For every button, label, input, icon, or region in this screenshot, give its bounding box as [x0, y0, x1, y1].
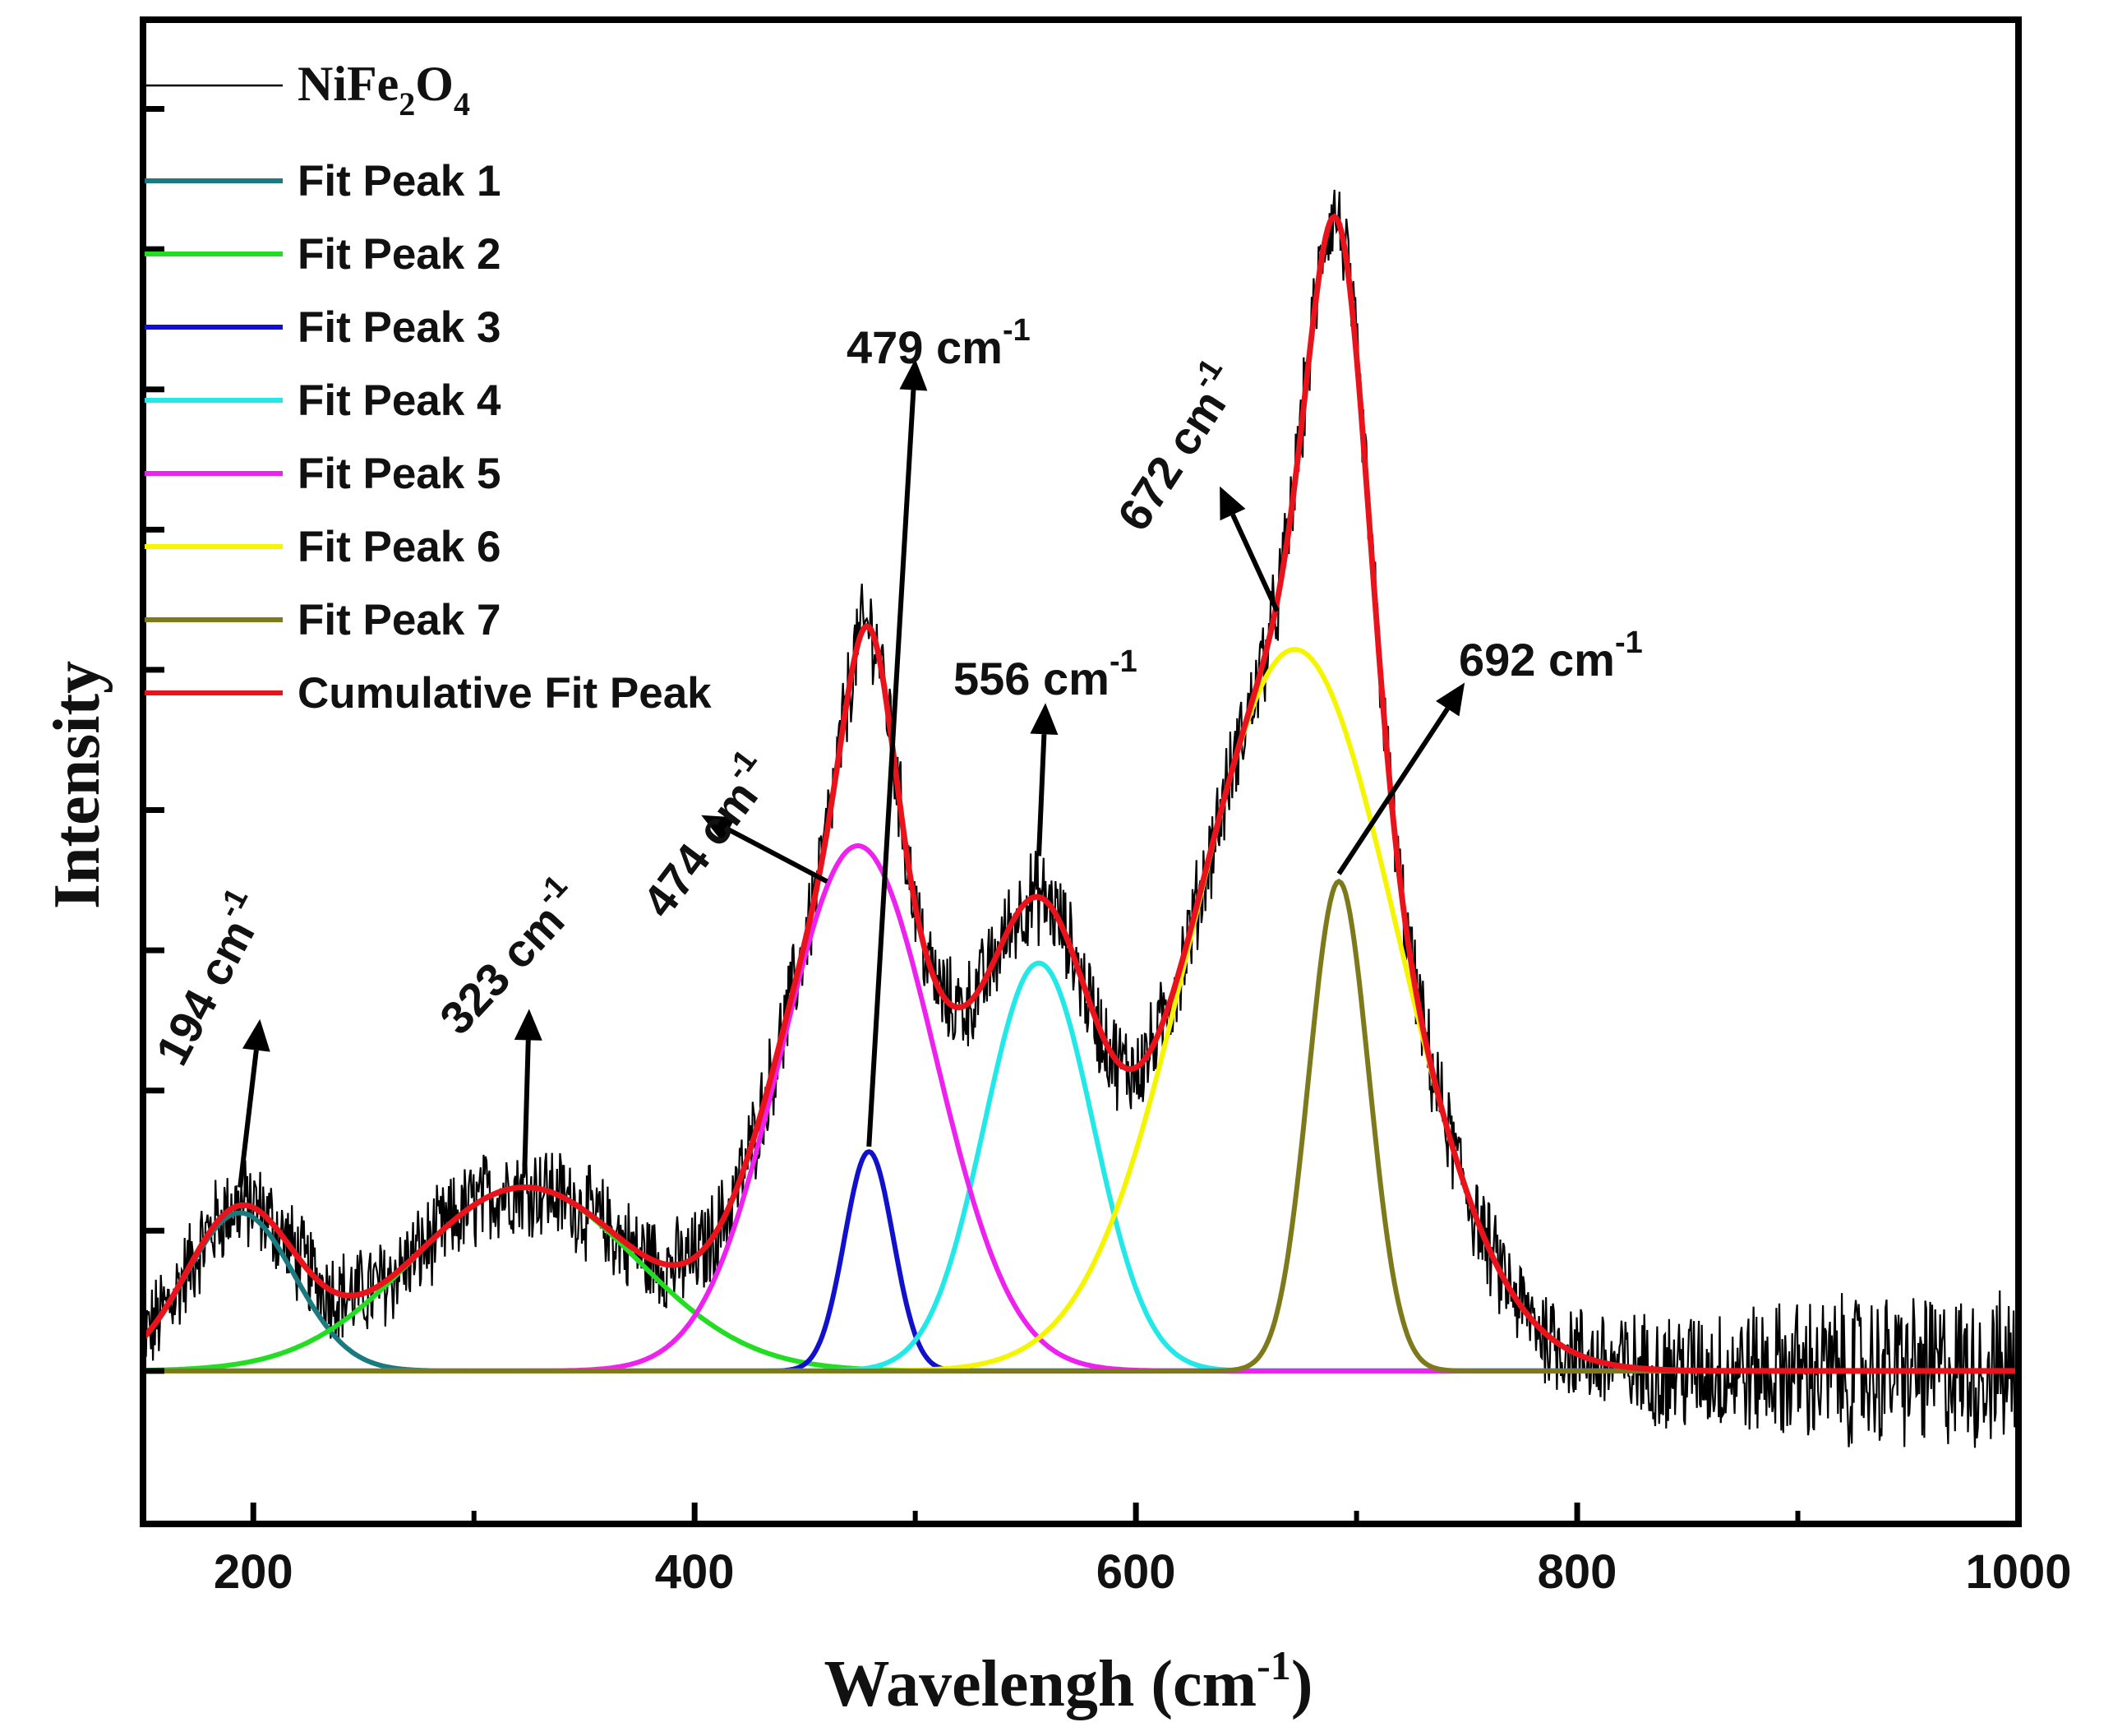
annotation-arrow-line	[1036, 734, 1047, 856]
annotation-arrow-line	[866, 390, 916, 1147]
x-axis-title-main: Wavelengh (cm	[824, 1648, 1257, 1720]
legend-raw-mid: O	[415, 57, 454, 111]
legend-label-4: Fit Peak 4	[298, 376, 501, 425]
plot-frame	[140, 16, 2022, 1527]
annotation-arrow-line	[1230, 513, 1280, 612]
annotation-label-main: 556 cm	[953, 653, 1110, 704]
annotation-479: 479 cm-1	[847, 313, 1031, 1147]
legend-label-6: Fit Peak 6	[298, 523, 501, 571]
annotation-arrow-head	[1220, 486, 1246, 521]
y-axis-title: Intensity	[41, 661, 113, 909]
x-tick-label: 1000	[1965, 1545, 2071, 1599]
annotation-692: 692 cm-1	[1336, 626, 1643, 875]
annotation-arrow-line	[1336, 707, 1450, 875]
legend-label-5: Fit Peak 5	[298, 450, 501, 498]
x-tick-label: 200	[214, 1545, 293, 1599]
annotation-arrow-line	[522, 1040, 531, 1167]
annotation-label-sup: -1	[1615, 626, 1643, 660]
annotation-arrow-head	[1436, 682, 1465, 717]
legend-label-8: Cumulative Fit Peak	[298, 669, 712, 718]
annotation-label-main: 692 cm	[1459, 634, 1615, 686]
annotation-arrow-head	[242, 1018, 270, 1052]
raw-spectrum-line	[141, 189, 2018, 1448]
annotation-arrow-head	[1030, 703, 1059, 735]
legend: NiFe2O4 Fit Peak 1 Fit Peak 2 Fit Peak 3 Fit…	[145, 57, 712, 718]
x-tick-label: 800	[1538, 1545, 1617, 1599]
legend-label-2: Fit Peak 2	[298, 230, 501, 279]
x-axis-title-sup: -1	[1257, 1642, 1291, 1688]
annotation-label: 479 cm-1	[847, 313, 1031, 373]
axis-ticks: 200 400 600 800 1000	[143, 106, 2072, 1599]
annotation-arrow-line	[727, 827, 828, 884]
annotation-label-sup: -1	[1003, 313, 1031, 348]
annotation-label-main: 479 cm	[847, 321, 1003, 373]
x-axis-title-close: )	[1291, 1648, 1313, 1720]
legend-raw-main: NiFe	[298, 57, 399, 111]
annotation-arrow-head	[701, 815, 736, 843]
spectrum-curves	[141, 189, 2018, 1448]
annotation-label: 692 cm-1	[1459, 626, 1643, 686]
legend-label-7: Fit Peak 7	[298, 596, 501, 644]
annotation-arrow-head	[514, 1009, 542, 1041]
annotation-label: 556 cm-1	[953, 644, 1137, 704]
x-axis-title: Wavelengh (cm-1)	[824, 1642, 1313, 1720]
annotation-arrow-head	[899, 358, 928, 391]
legend-label-3: Fit Peak 3	[298, 303, 501, 352]
legend-raw-sub2: 4	[454, 85, 470, 122]
legend-raw-sub1: 2	[399, 85, 415, 122]
legend-label-1: Fit Peak 1	[298, 157, 501, 205]
annotation-arrow-line	[238, 1050, 259, 1188]
annotation-label-sup: -1	[1110, 644, 1137, 679]
x-tick-label: 400	[655, 1545, 735, 1599]
cumulative-fit-line	[141, 213, 2018, 1374]
annotation-556: 556 cm-1	[953, 644, 1137, 856]
x-tick-label: 600	[1096, 1545, 1176, 1599]
legend-label-raw: NiFe2O4	[298, 57, 470, 122]
